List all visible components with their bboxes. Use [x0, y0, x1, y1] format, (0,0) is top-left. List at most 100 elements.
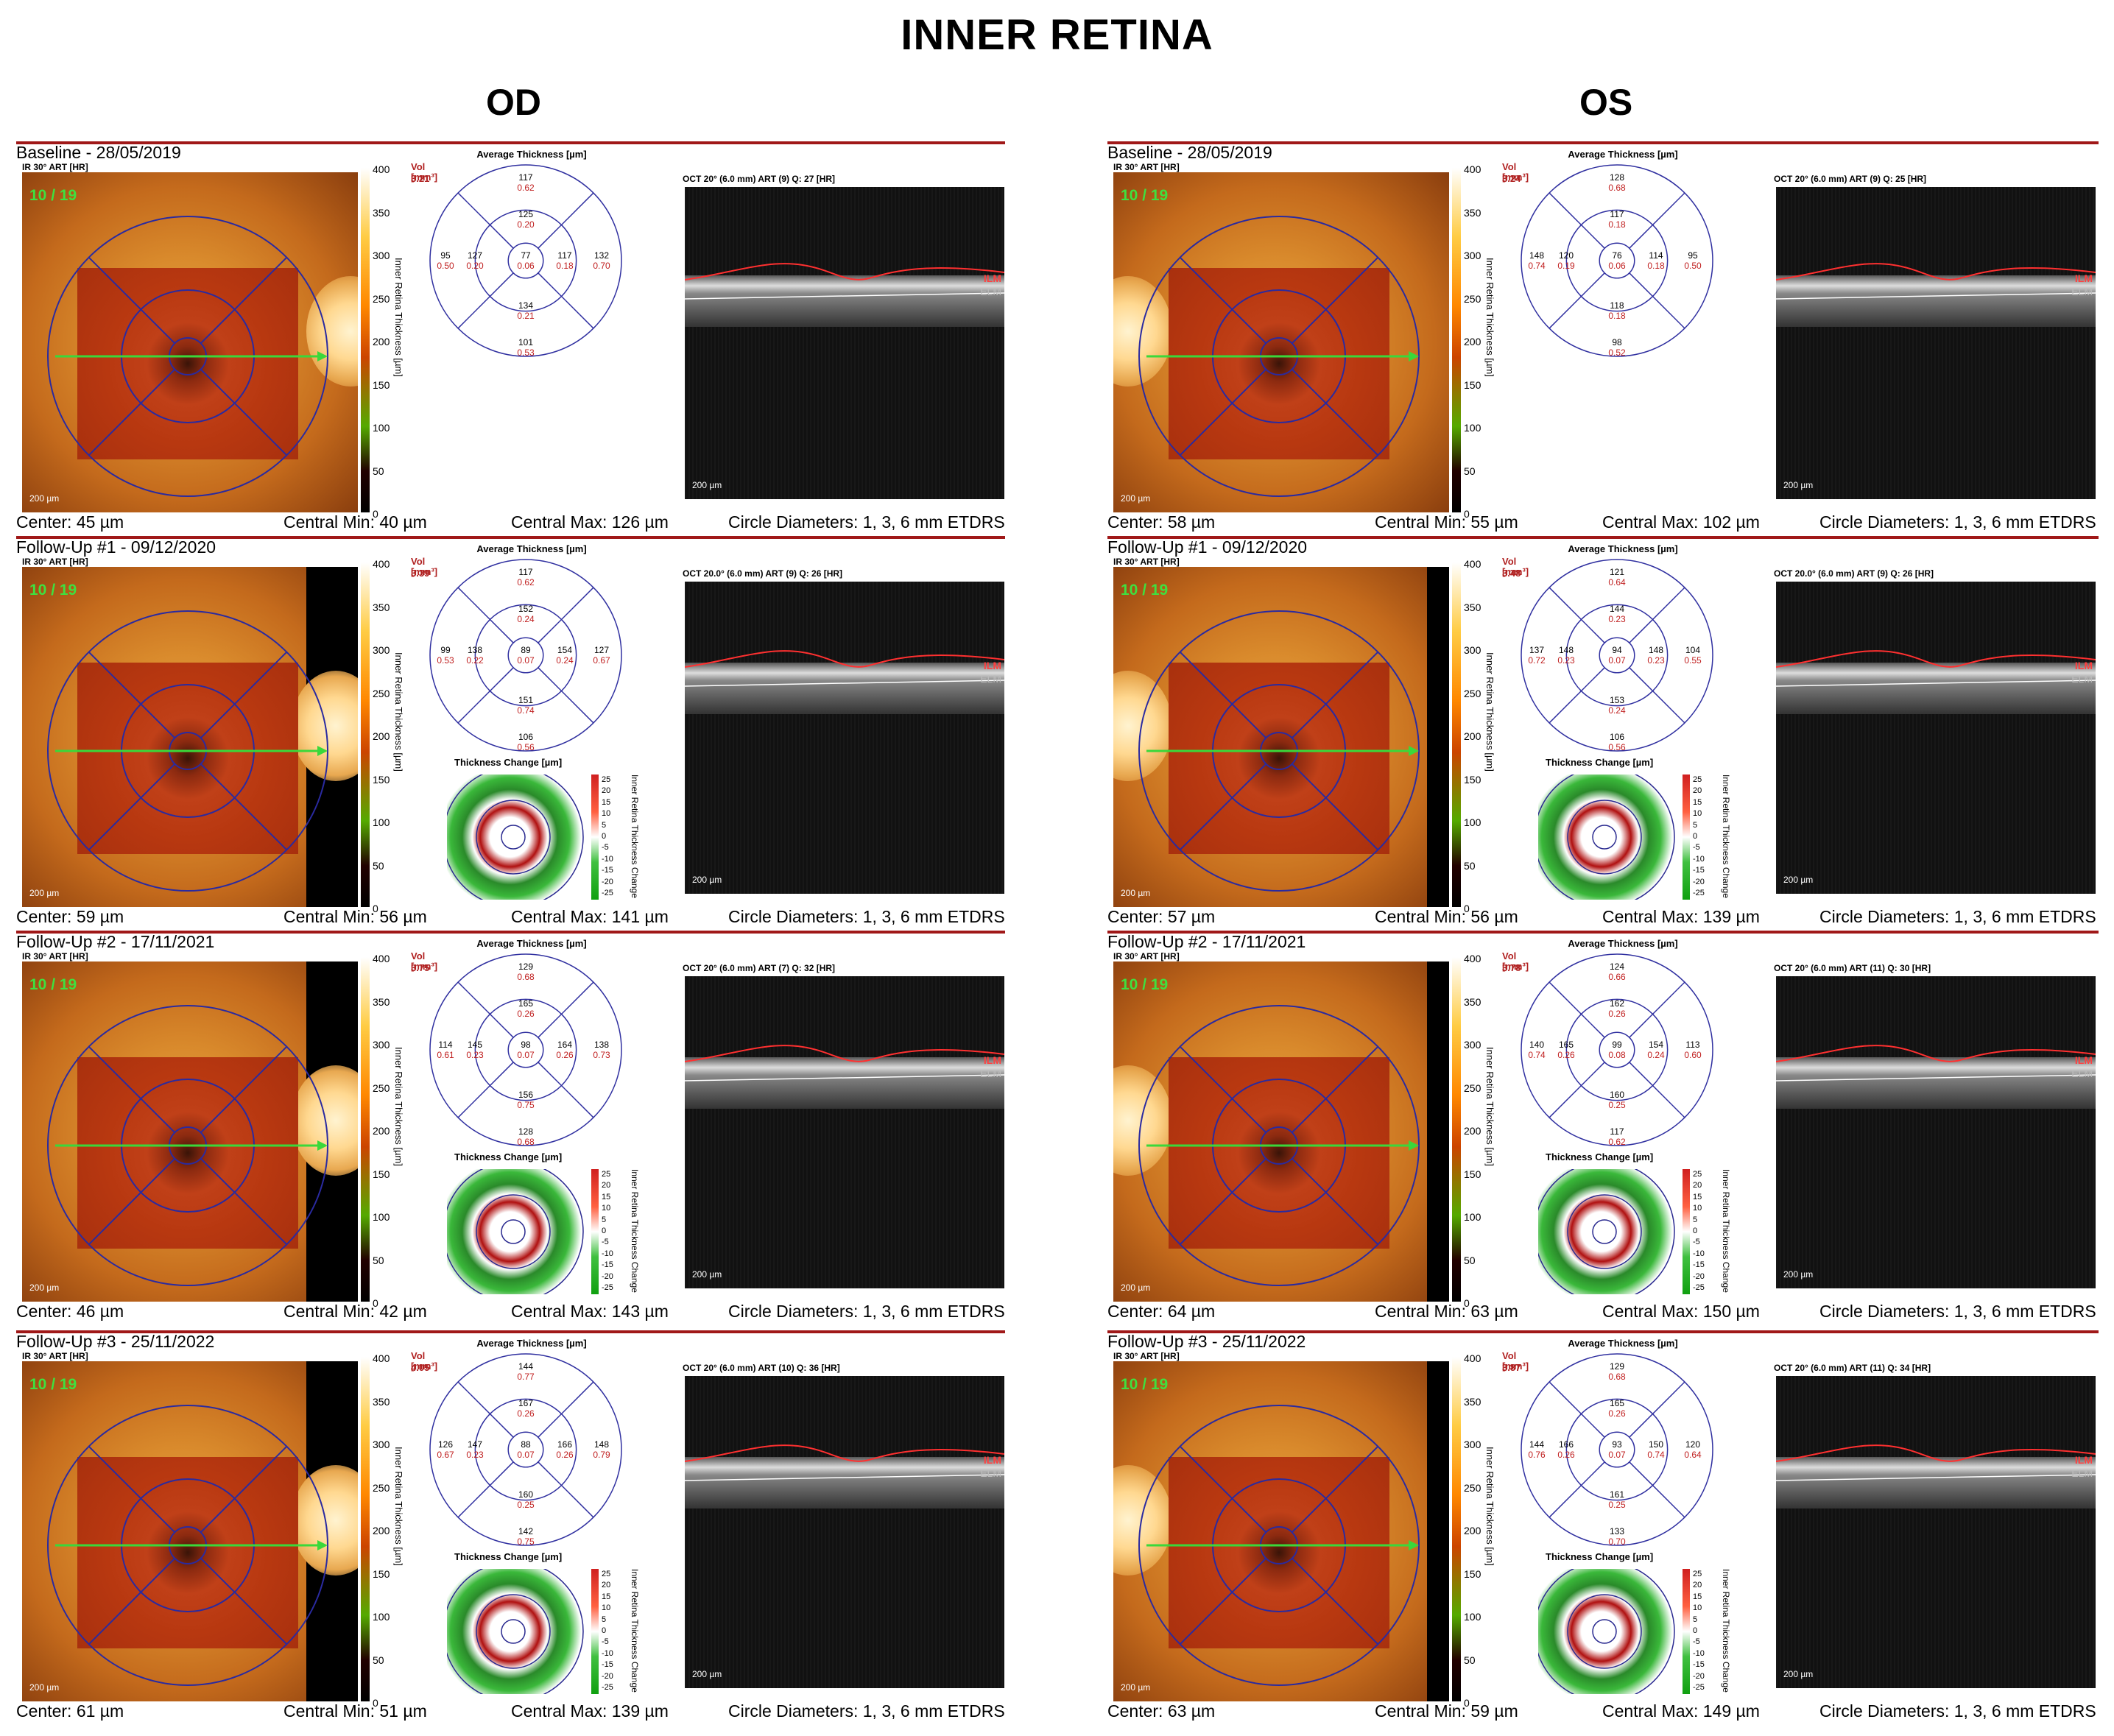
sector-volume: 0.23 [1608, 614, 1626, 624]
grid-sector-nas-i: 166 0.26 [548, 1439, 582, 1460]
sector-volume: 0.26 [1557, 1050, 1575, 1060]
change-map-rings [1538, 1169, 1675, 1294]
grid-sector-temp-i: 148 0.23 [1549, 645, 1583, 666]
etdrs-grid-lines [1521, 559, 1713, 752]
sector-volume: 0.07 [517, 1450, 535, 1460]
segmentation-lines [1776, 263, 2096, 300]
ir-label: IR 30° ART [HR] [22, 1351, 88, 1361]
volume-label: Vol [mm³] [411, 556, 438, 577]
scan-arrow [317, 351, 328, 361]
sector-thickness: 117 [1610, 209, 1624, 219]
colorbar-tick: 350 [373, 206, 390, 219]
sector-volume: 0.68 [517, 1137, 535, 1147]
change-tick: 20 [1693, 1181, 1702, 1190]
sector-thickness: 98 [521, 1040, 531, 1050]
grid-divider [538, 1461, 594, 1518]
grid-sector-temp-i: 120 0.19 [1549, 250, 1583, 271]
colorbar-tick: 0 [1464, 903, 1470, 914]
grid-sector-sup-o: 117 0.62 [509, 567, 543, 588]
grid-divider [1629, 1381, 1685, 1438]
sector-thickness: 127 [467, 250, 483, 261]
colorbar-tick: 250 [373, 1481, 390, 1494]
change-colorbar [1683, 775, 1690, 900]
colorbar-tick: 200 [1464, 730, 1481, 742]
fixation-badge: 10 / 19 [1121, 1376, 1169, 1393]
sector-volume: 0.24 [1647, 1050, 1665, 1060]
colorbar-tick: 250 [373, 292, 390, 305]
visit-title: Baseline - 28/05/2019 [16, 143, 181, 162]
visit-title: Follow-Up #2 - 17/11/2021 [16, 932, 215, 951]
sector-volume: 0.74 [517, 705, 535, 716]
change-tick: 25 [602, 775, 611, 784]
sector-volume: 0.72 [1528, 655, 1546, 666]
fundus-image: 10 / 19 200 µm [22, 1361, 358, 1701]
segmentation-lines [1776, 650, 2096, 687]
sector-volume: 0.07 [517, 655, 535, 666]
sector-volume: 0.20 [517, 219, 535, 230]
colorbar-tick: 250 [373, 1082, 390, 1094]
grid-sector-sup-i: 117 0.18 [1600, 209, 1634, 230]
scan-arrow [1409, 351, 1419, 361]
colorbar-tick: 300 [1464, 644, 1481, 656]
center-thickness: Center: 61 µm [16, 1701, 124, 1721]
grid-divider [457, 587, 514, 643]
etdrs-overlay [1138, 1405, 1420, 1686]
grid-sector-inf-o: 142 0.75 [509, 1526, 543, 1547]
colorbar-tick: 150 [1464, 378, 1481, 391]
colorbar-tick: 100 [1464, 422, 1481, 434]
sector-thickness: 88 [521, 1439, 531, 1450]
oct-bscan: ILM ELM 200 µm [685, 187, 1004, 499]
grid-sector-inf-o: 101 0.53 [509, 337, 543, 358]
change-tick: 5 [602, 1615, 607, 1624]
grid-sector-inf-o: 128 0.68 [509, 1126, 543, 1147]
retina-band [685, 1457, 1004, 1509]
sector-thickness: 120 [1558, 250, 1574, 261]
change-map-rings [1538, 775, 1675, 900]
colorbar-tick: 300 [373, 250, 390, 261]
grid-divider [1548, 272, 1605, 329]
fundus-mask [1427, 567, 1449, 907]
change-map-image [447, 775, 587, 900]
colorbar-label: Inner Retina Thickness [µm] [393, 1447, 404, 1566]
grid-divider [1548, 667, 1605, 724]
oct-noise [1776, 187, 2096, 499]
central-min: Central Min: 55 µm [1375, 512, 1518, 532]
sector-thickness: 128 [1609, 172, 1625, 183]
grid-sector-temp-o: 99 0.53 [429, 645, 462, 666]
oct-label: OCT 20° (6.0 mm) ART (11) Q: 30 [HR] [1774, 963, 1931, 973]
colorbar-tick: 400 [373, 953, 390, 964]
oct-noise [685, 1376, 1004, 1688]
grid-divider [457, 1062, 514, 1118]
sector-volume: 0.77 [517, 1372, 535, 1382]
visit-title: Baseline - 28/05/2019 [1107, 143, 1272, 162]
scale-bar: 200 µm [1121, 493, 1151, 504]
ilm-line [1776, 1045, 2096, 1062]
grid-divider [1548, 1381, 1605, 1438]
fixation-badge: 10 / 19 [1121, 187, 1169, 204]
scale-bar: 200 µm [29, 493, 60, 504]
sector-volume: 0.25 [1608, 1500, 1626, 1510]
sector-volume: 0.23 [1557, 655, 1575, 666]
sector-volume: 0.26 [517, 1408, 535, 1419]
grid-sector-nas-o: 127 0.67 [585, 645, 619, 666]
sector-thickness: 114 [438, 1040, 453, 1050]
circle-diameters: Circle Diameters: 1, 3, 6 mm ETDRS [1819, 1701, 2096, 1721]
grid-sector-center: 89 0.07 [509, 645, 543, 666]
etdrs-grid: 129 0.68 165 0.26 144 0.76 166 0.26 93 0.07 150 0.7… [1520, 1352, 1714, 1547]
sector-thickness: 138 [467, 645, 483, 655]
grid-sector-inf-i: 134 0.21 [509, 300, 543, 321]
change-tick: -20 [1693, 1271, 1705, 1281]
change-map-ring [1538, 1569, 1675, 1694]
sector-thickness: 132 [593, 250, 610, 261]
oct-noise [1776, 976, 2096, 1288]
thickness-overlay [1169, 1457, 1389, 1648]
change-tick: -5 [1693, 1637, 1700, 1647]
ilm-line [1776, 263, 2096, 280]
etdrs-divider [1179, 1557, 1267, 1645]
ilm-line [1776, 1444, 2096, 1462]
grid-sector-sup-o: 117 0.62 [509, 172, 543, 193]
oct-scale-bar: 200 µm [1783, 480, 1814, 490]
elm-label: ELM [2071, 1467, 2093, 1479]
colorbar-tick: 0 [1464, 508, 1470, 520]
sector-volume: 0.18 [1608, 311, 1626, 321]
